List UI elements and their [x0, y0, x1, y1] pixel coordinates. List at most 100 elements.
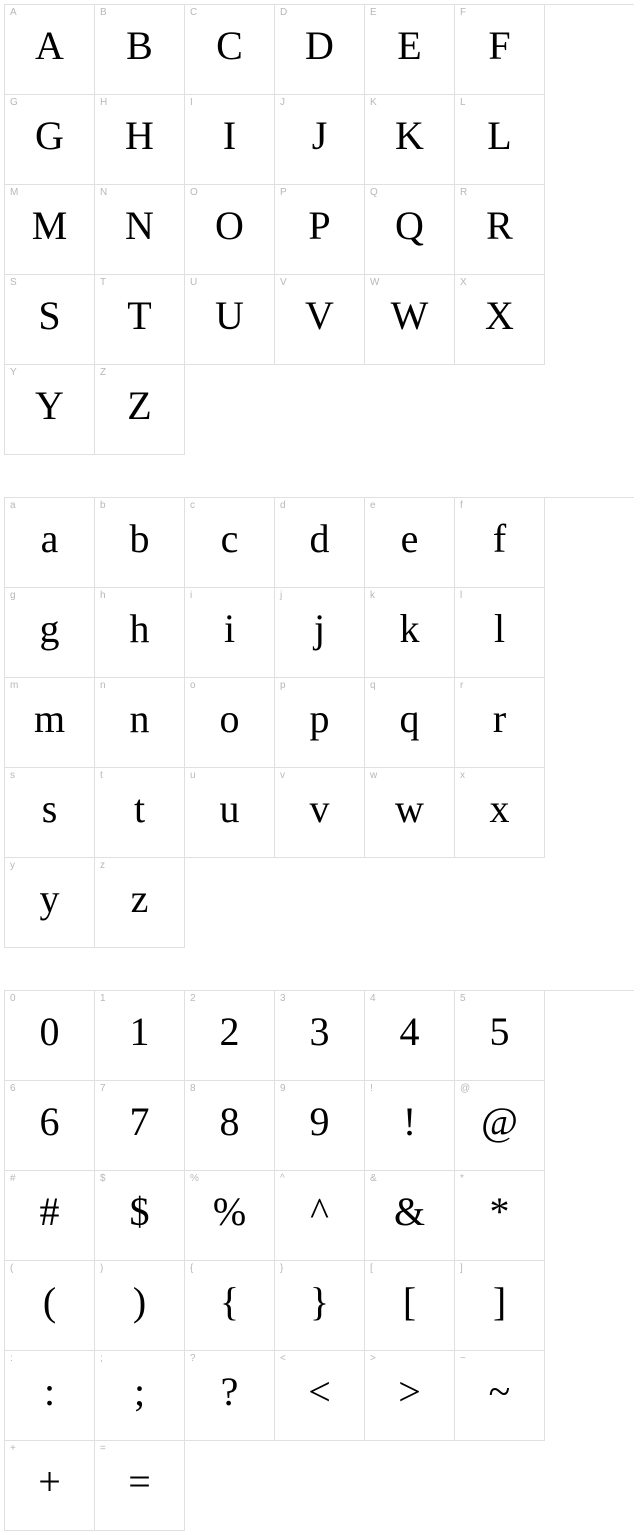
glyph-key-label: N: [100, 188, 107, 198]
glyph-key-label: B: [100, 8, 107, 18]
glyph-cell: ##: [5, 1171, 95, 1261]
glyph-char: y: [40, 879, 60, 919]
glyph-key-label: =: [100, 1444, 106, 1454]
glyph-cell: ^^: [275, 1171, 365, 1261]
glyph-char: #: [40, 1192, 60, 1232]
glyph-key-label: +: [10, 1444, 16, 1454]
glyph-char: c: [221, 519, 239, 559]
glyph-key-label: {: [190, 1264, 193, 1274]
glyph-key-label: 7: [100, 1084, 106, 1094]
glyph-key-label: t: [100, 771, 103, 781]
glyph-char: 2: [220, 1012, 240, 1052]
glyph-cell: ==: [95, 1441, 185, 1531]
glyph-char: 4: [400, 1012, 420, 1052]
glyph-cell: ;;: [95, 1351, 185, 1441]
glyph-key-label: U: [190, 278, 197, 288]
glyph-key-label: j: [280, 591, 282, 601]
glyph-key-label: <: [280, 1354, 286, 1364]
glyph-key-label: T: [100, 278, 106, 288]
glyph-char: e: [401, 519, 419, 559]
glyph-char: 0: [40, 1012, 60, 1052]
glyph-char: N: [125, 206, 154, 246]
glyph-cell: PP: [275, 185, 365, 275]
character-map: AABBCCDDEEFFGGHHIIJJKKLLMMNNOOPPQQRRSSTT…: [4, 4, 636, 1531]
glyph-key-label: y: [10, 861, 15, 871]
glyph-cell: }}: [275, 1261, 365, 1351]
glyph-key-label: %: [190, 1174, 199, 1184]
glyph-cell: nn: [95, 678, 185, 768]
glyph-char: V: [305, 296, 334, 336]
glyph-char: &: [394, 1192, 425, 1232]
glyph-char: 9: [310, 1102, 330, 1142]
glyph-char: 7: [130, 1102, 150, 1142]
glyph-key-label: E: [370, 8, 377, 18]
glyph-key-label: V: [280, 278, 287, 288]
glyph-key-label: 5: [460, 994, 466, 1004]
glyph-char: P: [308, 206, 330, 246]
glyph-char: B: [126, 26, 153, 66]
glyph-char: m: [34, 699, 65, 739]
glyph-key-label: :: [10, 1354, 13, 1364]
glyph-char: U: [215, 296, 244, 336]
glyph-key-label: &: [370, 1174, 377, 1184]
glyph-key-label: 6: [10, 1084, 16, 1094]
glyph-key-label: F: [460, 8, 466, 18]
glyph-cell: **: [455, 1171, 545, 1261]
glyph-cell: ]]: [455, 1261, 545, 1351]
glyph-char: r: [493, 699, 506, 739]
glyph-cell: %%: [185, 1171, 275, 1261]
glyph-key-label: A: [10, 8, 17, 18]
glyph-cell: QQ: [365, 185, 455, 275]
glyph-cell: aa: [5, 498, 95, 588]
glyph-key-label: G: [10, 98, 18, 108]
glyph-key-label: r: [460, 681, 463, 691]
glyph-cell: ff: [455, 498, 545, 588]
glyph-cell: [[: [365, 1261, 455, 1351]
glyph-char: u: [220, 789, 240, 829]
glyph-cell: zz: [95, 858, 185, 948]
glyph-char: ~: [489, 1372, 511, 1412]
glyph-char: [: [403, 1282, 416, 1322]
glyph-char: !: [403, 1102, 416, 1142]
glyph-key-label: #: [10, 1174, 16, 1184]
glyph-char: Z: [127, 386, 151, 426]
glyph-section-1: aabbccddeeffgghhiijjkkllmmnnooppqqrrsstt…: [4, 497, 636, 948]
glyph-grid: AABBCCDDEEFFGGHHIIJJKKLLMMNNOOPPQQRRSSTT…: [4, 4, 634, 455]
glyph-cell: pp: [275, 678, 365, 768]
glyph-char: H: [125, 116, 154, 156]
glyph-char: h: [130, 609, 150, 649]
glyph-char: Q: [395, 206, 424, 246]
glyph-cell: AA: [5, 5, 95, 95]
glyph-key-label: v: [280, 771, 285, 781]
glyph-key-label: 0: [10, 994, 16, 1004]
glyph-cell: ww: [365, 768, 455, 858]
glyph-key-label: $: [100, 1174, 106, 1184]
glyph-cell: 66: [5, 1081, 95, 1171]
glyph-char: t: [134, 789, 145, 829]
glyph-cell: !!: [365, 1081, 455, 1171]
glyph-cell: ZZ: [95, 365, 185, 455]
glyph-cell: RR: [455, 185, 545, 275]
glyph-char: i: [224, 609, 235, 649]
glyph-cell: XX: [455, 275, 545, 365]
glyph-cell: dd: [275, 498, 365, 588]
glyph-char: M: [32, 206, 68, 246]
glyph-key-label: S: [10, 278, 17, 288]
glyph-key-label: L: [460, 98, 466, 108]
glyph-cell: BB: [95, 5, 185, 95]
glyph-cell: OO: [185, 185, 275, 275]
glyph-key-label: h: [100, 591, 106, 601]
glyph-key-label: }: [280, 1264, 283, 1274]
glyph-char: (: [43, 1282, 56, 1322]
glyph-cell: ll: [455, 588, 545, 678]
glyph-section-2: 00112233445566778899!!@@##$$%%^^&&**(())…: [4, 990, 636, 1531]
glyph-key-label: z: [100, 861, 105, 871]
glyph-cell: VV: [275, 275, 365, 365]
glyph-char: a: [41, 519, 59, 559]
glyph-char: G: [35, 116, 64, 156]
glyph-key-label: i: [190, 591, 192, 601]
glyph-char: o: [220, 699, 240, 739]
glyph-cell: 44: [365, 991, 455, 1081]
glyph-cell: &&: [365, 1171, 455, 1261]
glyph-cell: uu: [185, 768, 275, 858]
